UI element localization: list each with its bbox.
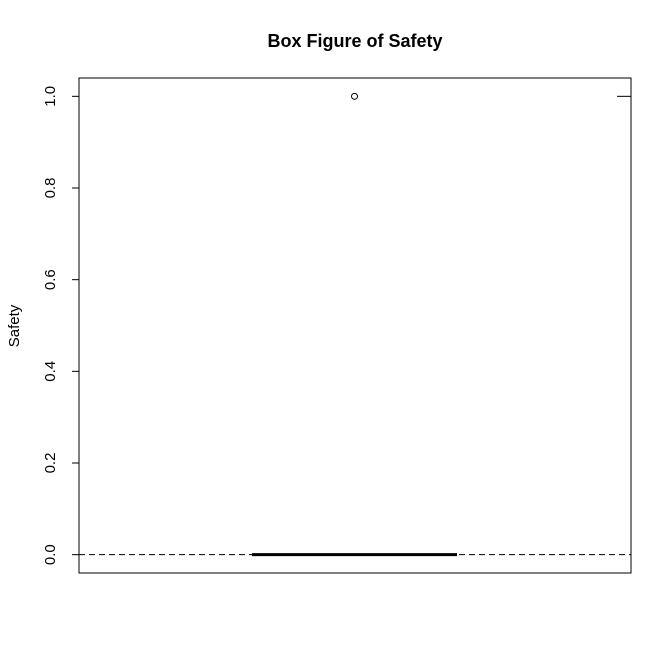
y-tick-label: 0.2 xyxy=(42,453,59,474)
y-tick-label: 0.0 xyxy=(42,544,59,565)
plot-frame xyxy=(78,77,632,574)
y-tick-label: 1.0 xyxy=(42,86,59,107)
y-axis-label: Safety xyxy=(6,304,23,347)
y-tick-label: 0.8 xyxy=(42,178,59,199)
chart-title: Box Figure of Safety xyxy=(267,31,442,51)
y-tick-label: 0.6 xyxy=(42,269,59,290)
y-tick-label: 0.4 xyxy=(42,361,59,382)
outlier-point xyxy=(351,92,358,100)
plot-layer: 0.0 0.2 0.4 0.6 0.8 1.0 xyxy=(42,77,632,574)
